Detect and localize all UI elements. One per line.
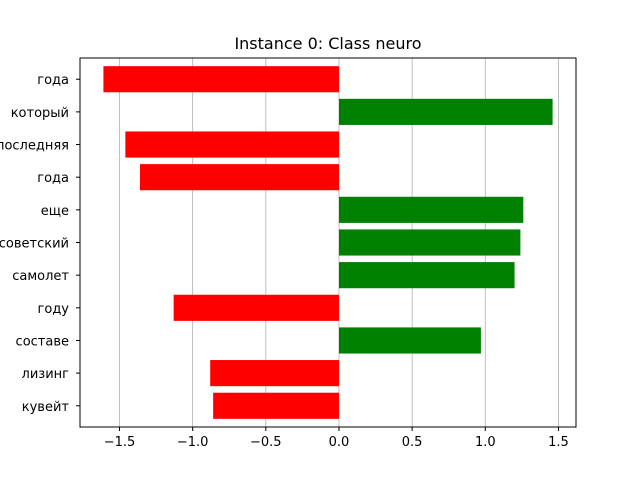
y-tick-label: еще [41,204,69,219]
bar [338,196,524,223]
y-tick-label: лизинг [22,367,70,382]
bar [139,164,339,191]
x-tick-label: 0.5 [402,435,423,450]
x-tick-label: 1.5 [548,435,569,450]
bar [338,327,481,354]
y-tick-label: кувейт [22,400,70,415]
x-tick-label: −1.0 [177,435,209,450]
bar [125,131,339,158]
y-axis-ticks: года который последняя года еще советский само… [0,73,80,415]
y-tick-label: самолет [12,269,69,284]
y-tick-label: года [37,73,69,88]
bar [338,229,521,256]
x-axis-ticks: −1.5 −1.0 −0.5 0.0 0.5 1.0 1.5 [104,427,569,450]
bar [338,262,515,289]
x-tick-label: 1.0 [475,435,496,450]
y-tick-label: последняя [0,139,69,154]
bar [173,294,339,321]
y-tick-label: году [38,302,70,317]
y-tick-label: года [37,171,69,186]
bar [103,66,339,93]
y-tick-label: советский [0,237,69,252]
bar-layer [103,66,553,419]
bar [213,392,339,419]
y-tick-label: составе [16,334,69,349]
y-tick-label: который [11,106,69,121]
x-tick-label: −0.5 [250,435,282,450]
x-tick-label: −1.5 [104,435,136,450]
x-tick-label: 0.0 [329,435,350,450]
chart-title: Instance 0: Class neuro [234,34,421,53]
bar [210,360,339,387]
bar [338,98,553,125]
